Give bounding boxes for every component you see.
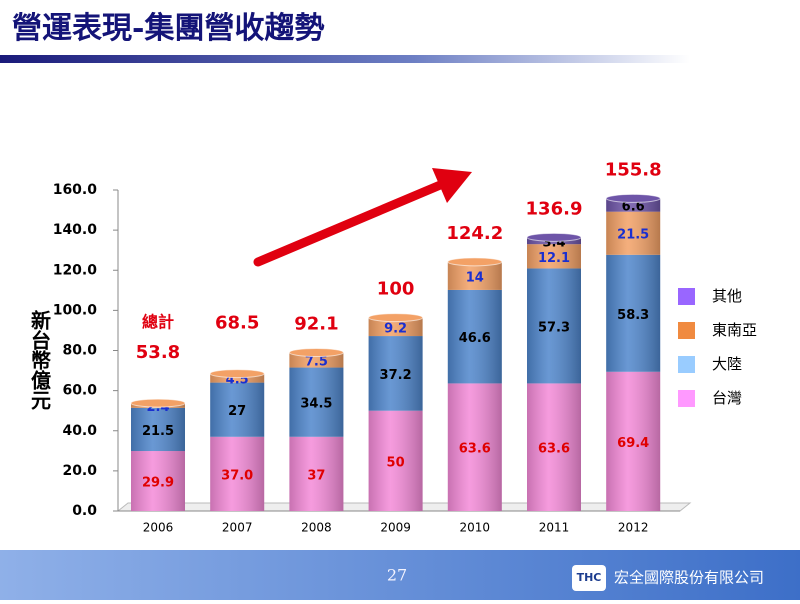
total-label: 155.8 xyxy=(605,159,662,180)
y-tick-label: 60.0 xyxy=(62,383,97,399)
bar-shade xyxy=(447,261,502,290)
x-tick-label: 2012 xyxy=(618,521,649,535)
bar-shade xyxy=(368,317,423,337)
bar-shade xyxy=(447,383,502,511)
data-label: 46.6 xyxy=(459,331,491,346)
x-tick-label: 2011 xyxy=(539,521,570,535)
data-label: 37 xyxy=(307,468,325,483)
data-label: 21.5 xyxy=(617,228,649,243)
data-label: 34.5 xyxy=(300,397,332,412)
data-label: 12.1 xyxy=(538,251,570,266)
y-tick-label: 20.0 xyxy=(62,463,97,479)
bar-shade xyxy=(606,371,661,511)
bar-cap xyxy=(288,348,344,358)
legend-label: 大陸 xyxy=(712,355,742,373)
data-label: 21.5 xyxy=(142,424,174,439)
bar-shade xyxy=(289,367,344,437)
data-label: 9.2 xyxy=(384,321,407,336)
y-tick-label: 0.0 xyxy=(72,503,97,519)
data-label: 37.2 xyxy=(380,368,412,383)
legend-label: 台灣 xyxy=(712,389,742,407)
total-label: 92.1 xyxy=(294,314,338,335)
bar-shade xyxy=(606,211,661,255)
bar-shade xyxy=(527,244,581,269)
legend-swatch xyxy=(678,322,695,339)
logo-box xyxy=(572,565,606,591)
total-label: 100 xyxy=(377,279,415,300)
bar-shade xyxy=(210,436,265,511)
bar-cap xyxy=(368,313,424,323)
bar-shade xyxy=(131,407,185,452)
data-label: 58.3 xyxy=(617,308,649,323)
trend-arrow xyxy=(253,168,472,267)
y-tick-label: 120.0 xyxy=(53,262,98,278)
bar-shade xyxy=(527,268,581,384)
bar-cap xyxy=(447,257,503,267)
bar-shade xyxy=(210,373,265,383)
data-label: 69.4 xyxy=(617,436,649,451)
bar-shade xyxy=(289,436,344,511)
y-tick-label: 80.0 xyxy=(62,343,97,359)
legend-swatch xyxy=(678,288,695,305)
total-label: 68.5 xyxy=(215,313,259,334)
data-label: 7.5 xyxy=(305,355,328,370)
x-tick-label: 2007 xyxy=(222,521,253,535)
y-tick-label: 40.0 xyxy=(62,423,97,439)
y-axis-label: 新台幣億元 xyxy=(28,309,52,411)
y-tick-label: 160.0 xyxy=(53,182,98,198)
bar-shade xyxy=(131,451,185,511)
data-label: 37.0 xyxy=(221,468,253,483)
bar-cap xyxy=(526,232,582,242)
company-name: 宏全國際股份有限公司 xyxy=(614,569,764,587)
x-tick-label: 2008 xyxy=(301,521,332,535)
bar-shade xyxy=(210,382,265,437)
total-label: 124.2 xyxy=(446,223,503,244)
legend-swatch xyxy=(678,390,695,407)
data-label: 57.3 xyxy=(538,320,570,335)
x-tick-label: 2006 xyxy=(143,521,174,535)
bar-shade xyxy=(447,289,502,384)
bar-shade xyxy=(368,336,423,411)
x-tick-label: 2009 xyxy=(380,521,411,535)
slide-title: 營運表現-集團營收趨勢 xyxy=(12,11,324,46)
bar-cap xyxy=(209,369,265,379)
x-tick-label: 2010 xyxy=(460,521,491,535)
total-label: 53.8 xyxy=(136,342,180,363)
data-label: 27 xyxy=(228,404,246,419)
data-label: 50 xyxy=(387,455,405,470)
logo: THC xyxy=(577,571,602,584)
bar-shade xyxy=(606,254,661,372)
total-label: 136.9 xyxy=(526,198,583,219)
legend-swatch xyxy=(678,356,695,373)
y-tick-label: 140.0 xyxy=(53,222,98,238)
title-rule xyxy=(0,55,690,63)
data-label: 6.6 xyxy=(622,200,645,215)
legend-label: 東南亞 xyxy=(712,321,757,339)
bar-shade xyxy=(527,383,581,511)
legend-label: 其他 xyxy=(712,287,742,305)
total-title: 總計 xyxy=(142,313,174,332)
data-label: 29.9 xyxy=(142,476,174,491)
data-label: 14 xyxy=(466,270,484,285)
bar-cap xyxy=(605,193,661,203)
footer-band xyxy=(0,550,800,600)
bar-cap xyxy=(130,398,186,408)
y-tick-label: 100.0 xyxy=(53,302,98,318)
data-label: 63.6 xyxy=(459,442,491,457)
data-label: 63.6 xyxy=(538,442,570,457)
bar-shade xyxy=(368,410,423,511)
page-number: 27 xyxy=(387,566,407,585)
